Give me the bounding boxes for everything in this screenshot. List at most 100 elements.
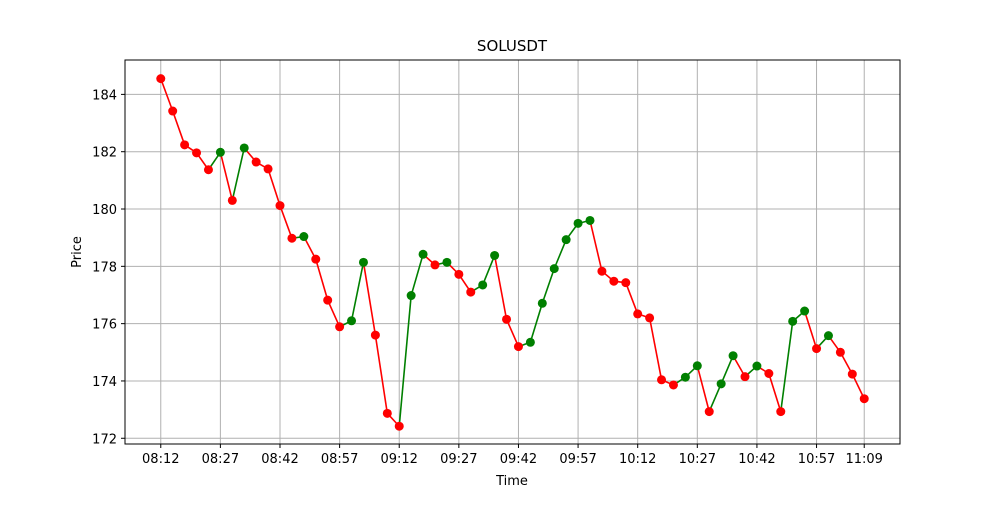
y-tick-label: 178 [92, 260, 117, 275]
grid-layer [125, 60, 900, 444]
y-tick-label: 182 [92, 146, 117, 161]
x-tick-label: 09:57 [559, 452, 596, 467]
price-point [776, 407, 786, 417]
price-segment [350, 262, 365, 321]
price-point [668, 380, 678, 390]
price-point [740, 372, 750, 382]
price-point [537, 298, 547, 308]
price-segment [553, 239, 567, 269]
price-point [728, 351, 738, 361]
price-point [311, 254, 321, 264]
price-point [287, 233, 297, 243]
price-segment [529, 303, 544, 343]
price-segment [326, 299, 341, 328]
price-segment [481, 255, 496, 286]
price-point [370, 330, 380, 340]
price-point [418, 249, 428, 259]
price-segment [720, 355, 734, 385]
price-segment [410, 254, 424, 296]
y-tick-label: 174 [92, 375, 117, 390]
price-point [692, 361, 702, 371]
price-point [680, 372, 690, 382]
price-point [430, 260, 440, 270]
price-point [454, 269, 464, 279]
y-axis-label: Price [70, 236, 85, 268]
price-point [812, 344, 822, 354]
x-tick-label: 08:42 [261, 452, 298, 467]
price-segment [648, 317, 663, 380]
x-tick-label: 09:12 [380, 452, 417, 467]
price-point [823, 331, 833, 341]
price-segment [398, 295, 412, 427]
price-segment [160, 78, 174, 112]
price-segment [779, 321, 794, 412]
price-point [704, 407, 714, 417]
price-point [275, 201, 285, 211]
series-lines [160, 78, 865, 427]
price-point [645, 313, 655, 323]
chart-title: SOLUSDT [477, 37, 548, 55]
price-point [251, 157, 261, 167]
price-point [502, 314, 512, 324]
price-segment [803, 310, 818, 349]
price-point [561, 235, 571, 245]
price-point [227, 195, 237, 205]
price-point [597, 266, 607, 276]
x-tick-label: 10:27 [679, 452, 716, 467]
price-point [716, 379, 726, 389]
price-point [621, 278, 631, 288]
price-point [633, 309, 643, 319]
price-segment [505, 319, 520, 347]
price-point [299, 232, 309, 242]
price-segment [362, 262, 377, 336]
price-point [609, 276, 619, 286]
price-point [156, 74, 166, 84]
x-tick-label: 08:12 [142, 452, 179, 467]
price-point [168, 106, 178, 116]
price-segment [315, 258, 329, 301]
price-point [549, 264, 559, 274]
price-point [358, 257, 368, 267]
price-point [442, 257, 452, 267]
price-segment [171, 110, 186, 146]
price-point [347, 316, 357, 326]
x-tick-label: 09:27 [440, 452, 477, 467]
y-tick-label: 180 [92, 203, 117, 218]
price-segment [374, 334, 389, 414]
plot-frame [124, 59, 901, 445]
price-point [406, 291, 416, 301]
price-point [800, 306, 810, 316]
x-axis-label: Time [495, 474, 528, 489]
price-segment [279, 205, 293, 239]
price-point [525, 337, 535, 347]
y-tick-label: 184 [92, 88, 117, 103]
price-point [752, 361, 762, 371]
price-segment [231, 147, 246, 201]
x-tick-label: 09:42 [500, 452, 537, 467]
price-point [788, 316, 798, 326]
series-points [156, 74, 869, 431]
price-segment [589, 220, 603, 272]
price-point [263, 164, 273, 174]
x-tick-label: 08:27 [202, 452, 239, 467]
price-point [585, 215, 595, 225]
price-point [215, 147, 225, 157]
price-point [382, 408, 392, 418]
price-point [478, 280, 488, 290]
x-tick-label: 08:57 [321, 452, 358, 467]
price-point [466, 287, 476, 297]
price-point [764, 369, 774, 379]
x-tick-label: 10:57 [798, 452, 835, 467]
price-segment [493, 255, 508, 320]
y-tick-label: 176 [92, 318, 117, 333]
x-tick-label: 11:09 [845, 452, 882, 467]
price-point [180, 140, 190, 150]
x-tick-label: 10:42 [738, 452, 775, 467]
price-point [323, 295, 333, 305]
price-segment [708, 383, 722, 412]
price-point [335, 322, 345, 332]
price-segment [541, 268, 555, 304]
x-axis-ticks: 08:12 08:27 08:42 08:57 09:12 09:27 09:42 09:57… [142, 444, 883, 467]
